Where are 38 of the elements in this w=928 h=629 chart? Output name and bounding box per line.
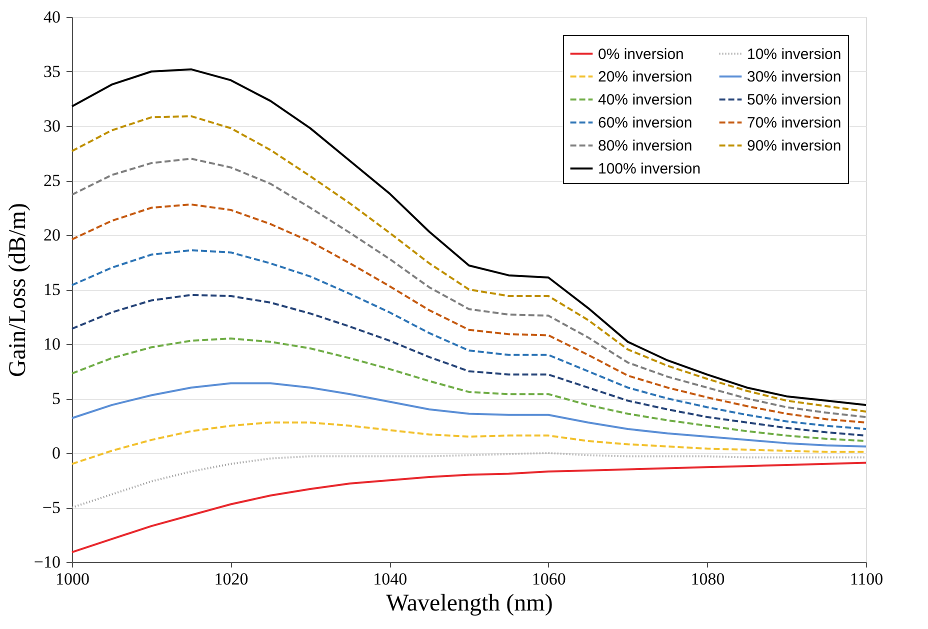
y-tick-label: 0: [52, 444, 60, 462]
y-tick-label: 5: [52, 389, 60, 408]
x-tick-label: 1080: [690, 570, 725, 588]
y-tick-label: 10: [44, 334, 60, 354]
legend-label: 70% inversion: [747, 114, 842, 132]
y-axis-title: Gain/Loss (dB/m): [4, 203, 31, 377]
y-tick-label: 25: [44, 171, 60, 190]
y-tick-label: 30: [44, 116, 60, 136]
legend-label: 50% inversion: [747, 92, 842, 108]
x-tick-label: 1060: [532, 570, 566, 588]
x-tick-label: 1100: [850, 570, 884, 588]
line-series: [71, 462, 867, 554]
line-series: [71, 452, 867, 508]
line-series: [71, 68, 867, 406]
x-tick-label: 1040: [373, 570, 408, 588]
line-series: [71, 249, 867, 430]
line-series: [71, 203, 867, 424]
line-series: [71, 115, 867, 413]
y-tick-label: −10: [34, 552, 60, 572]
y-tick-label: 40: [44, 8, 60, 26]
legend-label: 90% inversion: [747, 138, 842, 154]
line-series: [71, 158, 867, 418]
legend-label: 20% inversion: [598, 68, 692, 86]
legend-label: 60% inversion: [598, 114, 692, 132]
x-tick-label: 1020: [214, 570, 248, 588]
legend-label: 40% inversion: [598, 92, 692, 108]
y-tick-label: 35: [44, 62, 60, 81]
x-tick-label: 1000: [56, 570, 90, 588]
y-tick-label: 15: [44, 280, 60, 299]
y-tick-label: −5: [42, 498, 60, 517]
x-axis-title: Wavelength (nm): [386, 590, 553, 616]
legend-label: 100% inversion: [598, 160, 701, 178]
legend-label: 30% inversion: [747, 68, 842, 86]
legend-label: 80% inversion: [598, 138, 692, 154]
legend-label: 0% inversion: [598, 46, 684, 63]
legend-label: 10% inversion: [747, 46, 842, 63]
y-tick-label: 20: [44, 226, 60, 244]
line-series: [71, 382, 867, 448]
